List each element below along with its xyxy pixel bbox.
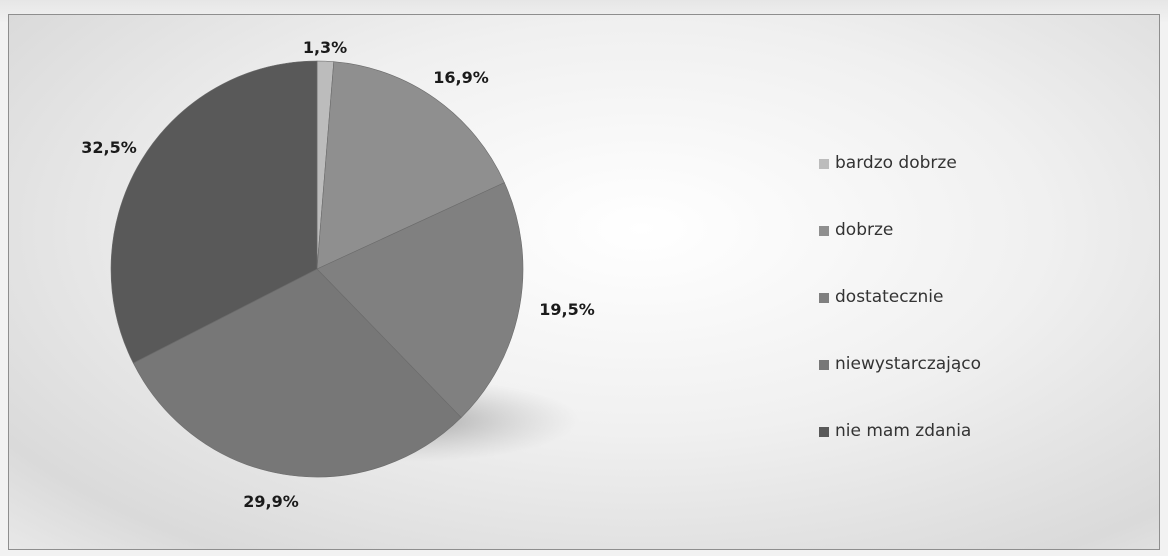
pie-chart: 1,3% 16,9% 19,5% 29,9% 32,5% xyxy=(81,38,595,511)
legend-item-1: dobrze xyxy=(819,220,1059,287)
legend-label-0: bardzo dobrze xyxy=(835,153,957,173)
pie-slice-2 xyxy=(316,182,524,418)
data-label-0: 1,3% xyxy=(303,38,347,57)
data-label-4: 32,5% xyxy=(81,138,137,157)
legend-swatch-4 xyxy=(819,427,829,437)
data-label-1: 16,9% xyxy=(433,68,489,87)
pie-slices xyxy=(110,60,524,478)
pie-slice-3 xyxy=(132,268,462,478)
legend-label-3: niewystarczająco xyxy=(835,354,982,374)
legend-item-0: bardzo dobrze xyxy=(819,153,1059,220)
legend-swatch-0 xyxy=(819,159,829,169)
legend-swatch-2 xyxy=(819,293,829,303)
legend-label-1: dobrze xyxy=(835,220,894,240)
data-label-2: 19,5% xyxy=(539,300,595,319)
legend-label-4: nie mam zdania xyxy=(835,421,972,441)
data-label-3: 29,9% xyxy=(243,492,299,511)
legend: bardzo dobrze dobrze dostatecznie niewystar… xyxy=(819,153,1059,488)
legend-swatch-3 xyxy=(819,360,829,370)
legend-item-3: niewystarczająco xyxy=(819,354,1059,421)
chart-area: 1,3% 16,9% 19,5% 29,9% 32,5% bardzo dobrze do… xyxy=(8,14,1160,550)
legend-item-2: dostatecznie xyxy=(819,287,1059,354)
legend-item-4: nie mam zdania xyxy=(819,421,1059,488)
legend-swatch-1 xyxy=(819,226,829,236)
pie-data-labels: 1,3% 16,9% 19,5% 29,9% 32,5% xyxy=(81,38,595,511)
pie-slice-1 xyxy=(316,61,505,270)
pie-slice-4 xyxy=(110,60,318,364)
legend-label-2: dostatecznie xyxy=(835,287,944,307)
